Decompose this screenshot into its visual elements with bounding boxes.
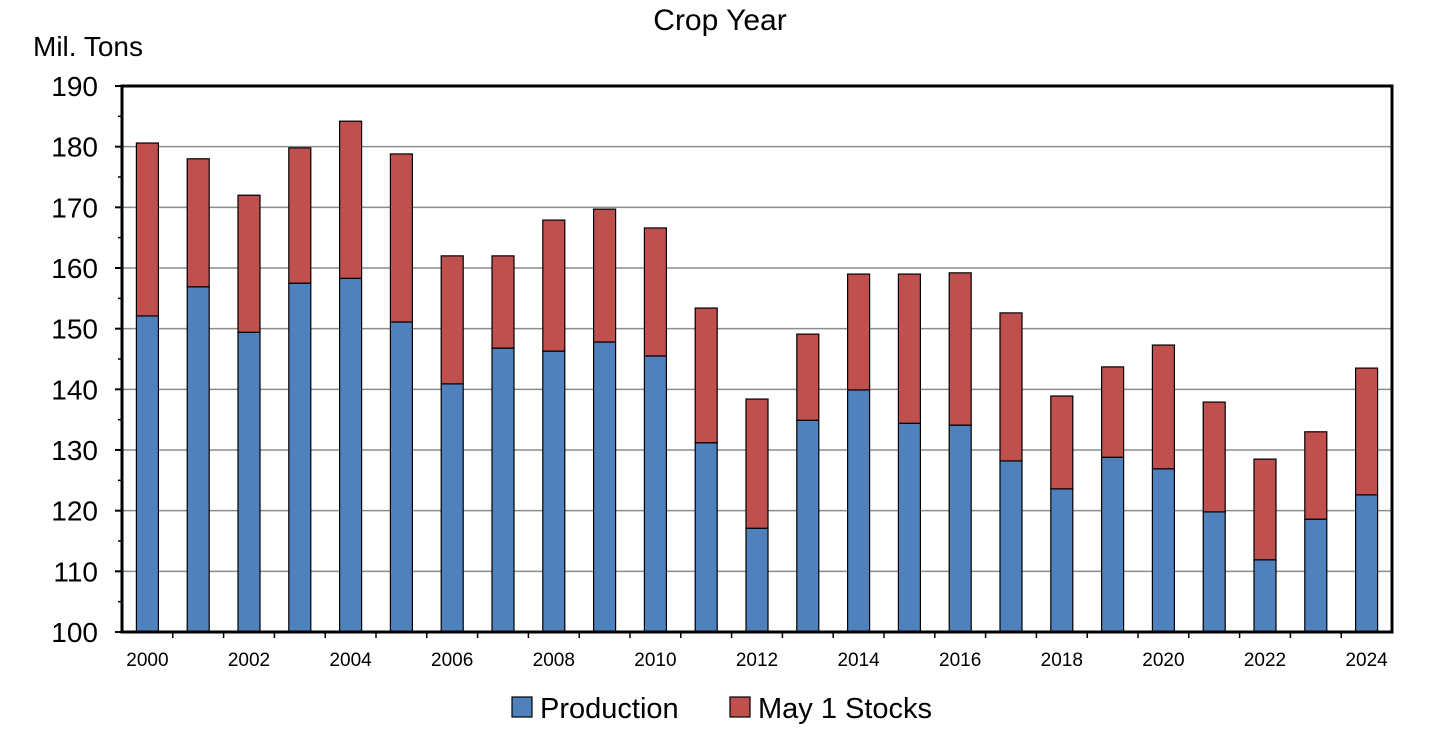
- bar-production-2005: [389, 321, 413, 633]
- bar-production-2009: [592, 341, 617, 633]
- bar-may-1-stocks-2003: [288, 147, 312, 284]
- bar-may-1-stocks-2012: [745, 398, 769, 529]
- bar-production-2021: [1202, 511, 1226, 633]
- bar-may-1-stocks-2008: [542, 219, 566, 352]
- bar-production-2006: [440, 383, 464, 633]
- y-tick-label: 130: [51, 435, 98, 466]
- x-tick-label: 2024: [1345, 650, 1388, 671]
- legend-label: May 1 Stocks: [758, 693, 932, 725]
- bar-may-1-stocks-2019: [1100, 366, 1125, 458]
- bar-production-2024: [1354, 494, 1379, 633]
- bar-production-2016: [948, 424, 972, 633]
- legend-label: Production: [540, 693, 679, 725]
- bar-production-2011: [694, 442, 718, 633]
- x-tick-label: 2020: [1142, 650, 1184, 671]
- bar-production-2002: [237, 331, 261, 633]
- bar-production-2000: [135, 315, 159, 633]
- bar-production-2015: [897, 422, 922, 633]
- bar-may-1-stocks-2015: [897, 273, 922, 424]
- bar-may-1-stocks-2021: [1202, 401, 1226, 513]
- x-tick-label: 2022: [1244, 650, 1286, 671]
- bar-production-2019: [1100, 456, 1125, 633]
- bar-may-1-stocks-2009: [592, 208, 617, 343]
- bar-may-1-stocks-2020: [1151, 344, 1176, 470]
- bar-production-2022: [1253, 559, 1277, 633]
- bar-may-1-stocks-2017: [999, 312, 1023, 462]
- bar-production-2010: [643, 355, 668, 633]
- bar-may-1-stocks-2005: [389, 153, 413, 323]
- bar-may-1-stocks-2000: [135, 142, 159, 317]
- y-tick-label: 110: [53, 556, 98, 587]
- y-tick-label: 170: [51, 192, 98, 223]
- bar-may-1-stocks-2004: [339, 120, 363, 279]
- y-tick-label: 150: [51, 314, 98, 345]
- legend-swatch-0: [511, 696, 533, 718]
- x-tick-label: 2006: [431, 650, 473, 671]
- bar-may-1-stocks-2010: [643, 227, 668, 357]
- bar-may-1-stocks-2016: [948, 272, 972, 426]
- bar-may-1-stocks-2022: [1253, 458, 1277, 561]
- bar-production-2001: [186, 286, 210, 633]
- bar-production-2003: [288, 282, 312, 633]
- x-tick-label: 2008: [533, 650, 575, 671]
- bar-production-2018: [1050, 488, 1074, 633]
- bar-may-1-stocks-2014: [846, 273, 871, 391]
- bar-may-1-stocks-2013: [796, 333, 820, 421]
- chart-title: Crop Year: [653, 4, 786, 37]
- bar-production-2013: [796, 419, 820, 633]
- bar-may-1-stocks-2024: [1354, 367, 1379, 496]
- legend-swatch-1: [729, 696, 751, 718]
- x-tick-label: 2010: [634, 650, 676, 671]
- bar-production-2004: [339, 277, 363, 633]
- bar-production-2008: [542, 350, 566, 633]
- y-tick-label: 120: [51, 496, 98, 527]
- bar-production-2007: [491, 347, 515, 633]
- x-tick-label: 2014: [837, 650, 880, 671]
- bar-may-1-stocks-2018: [1050, 395, 1074, 490]
- y-tick-label: 140: [51, 374, 98, 405]
- bar-production-2017: [999, 460, 1023, 633]
- bar-production-2020: [1151, 468, 1176, 633]
- bar-production-2023: [1304, 518, 1328, 633]
- bar-may-1-stocks-2006: [440, 255, 464, 385]
- bar-production-2012: [745, 527, 769, 633]
- y-tick-label: 190: [51, 71, 98, 102]
- bar-may-1-stocks-2023: [1304, 431, 1328, 520]
- y-tick-label: 100: [51, 617, 98, 648]
- x-tick-label: 2000: [126, 650, 168, 671]
- y-tick-label: 180: [51, 132, 98, 163]
- y-axis-label: Mil. Tons: [33, 31, 143, 62]
- x-tick-label: 2012: [736, 650, 778, 671]
- bar-may-1-stocks-2002: [237, 194, 261, 333]
- x-tick-label: 2004: [329, 650, 372, 671]
- x-tick-label: 2018: [1041, 650, 1083, 671]
- y-tick-label: 160: [51, 253, 98, 284]
- bar-may-1-stocks-2011: [694, 307, 718, 444]
- bar-production-2014: [846, 389, 871, 633]
- bar-may-1-stocks-2001: [186, 158, 210, 288]
- bar-may-1-stocks-2007: [491, 255, 515, 349]
- x-tick-label: 2016: [939, 650, 981, 671]
- x-tick-label: 2002: [228, 650, 270, 671]
